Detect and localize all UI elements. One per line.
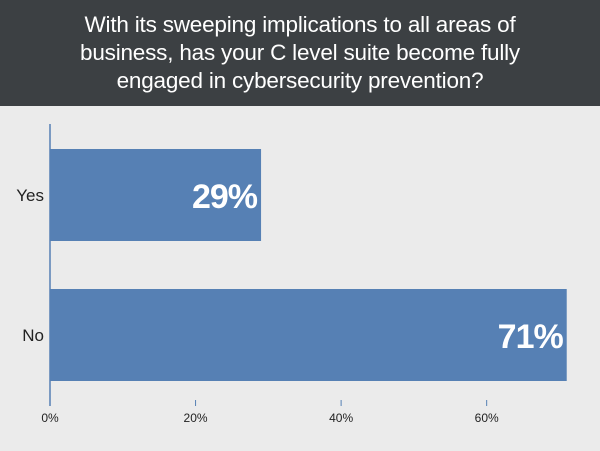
category-label-yes: Yes [16, 186, 44, 205]
category-label-no: No [22, 326, 44, 345]
chart-area: Yes No 29% 71% 0% 20% 40% 60% [0, 106, 600, 451]
chart-header: With its sweeping implications to all ar… [0, 0, 600, 106]
chart-title-line-1: With its sweeping implications to all ar… [84, 12, 516, 37]
bar-yes [50, 149, 262, 241]
data-label-yes: 29% [192, 178, 258, 216]
chart-title: With its sweeping implications to all ar… [20, 11, 580, 95]
x-tick-label: 0% [41, 411, 59, 425]
x-tick-label: 20% [184, 411, 208, 425]
chart-title-line-2: business, has your C level suite become … [80, 40, 520, 65]
bar-no [50, 289, 567, 381]
x-tick-label: 40% [329, 411, 353, 425]
bar-chart: Yes No 29% 71% 0% 20% 40% 60% [16, 124, 567, 425]
x-tick-label: 60% [475, 411, 499, 425]
chart-title-line-3: engaged in cybersecurity prevention? [116, 68, 484, 93]
data-label-no: 71% [498, 318, 564, 356]
